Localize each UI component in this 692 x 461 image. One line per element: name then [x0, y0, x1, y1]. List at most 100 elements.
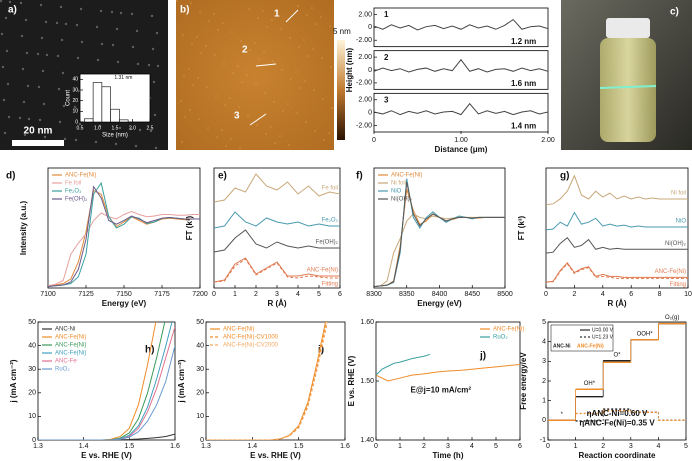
legend-label: Fe₂O₃: [65, 189, 82, 195]
x-tick-label: 1.3: [33, 443, 43, 450]
step-label: OH*: [584, 381, 596, 387]
legend-label: Fe(OH)₂: [65, 197, 88, 203]
curve-label: Ni foil: [671, 191, 686, 197]
texture-dot: [4, 16, 8, 20]
texture-dot: [216, 136, 218, 138]
texture-dot: [314, 130, 316, 132]
texture-dot: [96, 58, 100, 62]
histogram-bar: [110, 108, 120, 122]
x-tick-label: 2.00: [541, 137, 555, 144]
texture-dot: [156, 64, 160, 68]
series-line: [546, 236, 688, 254]
texture-dot: [63, 137, 67, 141]
texture-dot: [61, 71, 65, 75]
y-tick-label: 10: [28, 413, 36, 420]
x-tick-label: 7100: [40, 291, 56, 298]
panel-letter: h): [145, 345, 154, 356]
texture-dot: [307, 55, 309, 57]
x-tick-label: 2.0: [129, 125, 136, 131]
series-line: [374, 182, 505, 288]
texture-dot: [230, 138, 232, 140]
texture-dot: [110, 10, 114, 14]
x-tick-label: 8500: [497, 291, 513, 298]
texture-dot: [138, 128, 142, 132]
texture-dot: [150, 14, 154, 18]
texture-dot: [232, 72, 234, 74]
x-tick-label: 1.00: [454, 137, 468, 144]
texture-dot: [265, 133, 267, 135]
profile-marker: 1: [274, 9, 280, 20]
x-tick-label: 1.6: [170, 443, 180, 450]
y-tick-label: 20: [196, 390, 204, 397]
legend-label: ANC-Fe(Ni): [577, 343, 604, 349]
x-tick-label: 4: [656, 443, 660, 450]
plot-area: [214, 173, 340, 283]
series-line: [48, 185, 200, 287]
curve-label: Fe foil: [322, 186, 338, 192]
x-axis-label: Size (nm): [102, 133, 128, 139]
texture-dot: [221, 129, 223, 131]
texture-dot: [75, 23, 79, 27]
x-tick-label: 0: [546, 443, 550, 450]
plot-area: [206, 322, 328, 440]
plot-area: [374, 178, 505, 288]
texture-dot: [129, 127, 133, 131]
y-tick-label: 2: [542, 378, 546, 385]
texture-dot: [200, 52, 202, 54]
texture-dot: [246, 74, 248, 76]
texture-dot: [280, 28, 282, 30]
texture-dot: [176, 0, 178, 2]
y-axis-label: Intensity (a.u.): [19, 201, 28, 256]
y-tick-label: 50: [28, 319, 36, 326]
annotation: ηANC-Fe(Ni)=0.35 V: [579, 419, 655, 428]
texture-dot: [188, 68, 190, 70]
legend-label: Ni foil: [391, 181, 406, 187]
x-tick-label: 7150: [116, 291, 132, 298]
curve-label: NiO: [676, 219, 687, 225]
curve-label: Ni(OH)₂: [665, 241, 687, 247]
texture-dot: [119, 11, 123, 15]
texture-dot: [321, 57, 323, 59]
x-axis-label: Distance (μm): [435, 145, 488, 154]
texture-dot: [26, 84, 30, 88]
series-line: [38, 433, 175, 440]
profile-line: [255, 63, 277, 67]
y-tick-label: 40: [196, 342, 204, 349]
texture-dot: [231, 31, 233, 33]
series-line: [206, 322, 327, 440]
texture-dot: [23, 133, 27, 137]
x-axis-label: Reaction coordinate: [579, 451, 656, 460]
texture-dot: [56, 54, 60, 58]
y-tick-label: 30: [72, 87, 78, 93]
texture-dot: [182, 34, 184, 36]
texture-dot: [6, 82, 10, 86]
texture-dot: [299, 87, 301, 89]
panel-letter: f): [356, 171, 363, 182]
texture-dot: [312, 48, 314, 50]
colorbar: [337, 40, 345, 140]
texture-dot: [264, 92, 266, 94]
x-tick-label: 8450: [464, 291, 480, 298]
step-label: OOH*: [637, 331, 654, 337]
legend-label: U=1.23 V: [592, 334, 614, 340]
x-tick-label: 7125: [78, 291, 94, 298]
texture-dot: [41, 69, 45, 73]
texture-dot: [241, 81, 243, 83]
legend-box: [550, 324, 614, 352]
y-tick-label: 1.40: [360, 437, 374, 444]
histogram-bar: [92, 82, 103, 122]
y-tick-label: 0: [542, 417, 546, 424]
texture-dot: [189, 109, 191, 111]
texture-dot: [184, 116, 186, 118]
y-tick-label: -1: [540, 437, 546, 444]
plot-area: [374, 18, 548, 116]
x-tick-label: 5: [684, 443, 688, 450]
texture-dot: [20, 34, 24, 38]
texture-dot: [0, 0, 3, 3]
step-label: *: [561, 412, 564, 418]
x-tick-label: 1.3: [201, 443, 211, 450]
texture-dot: [282, 110, 284, 112]
x-axis-label: E vs. RHE (V): [81, 451, 132, 460]
texture-dot: [331, 107, 333, 109]
profile-line: [285, 9, 299, 23]
